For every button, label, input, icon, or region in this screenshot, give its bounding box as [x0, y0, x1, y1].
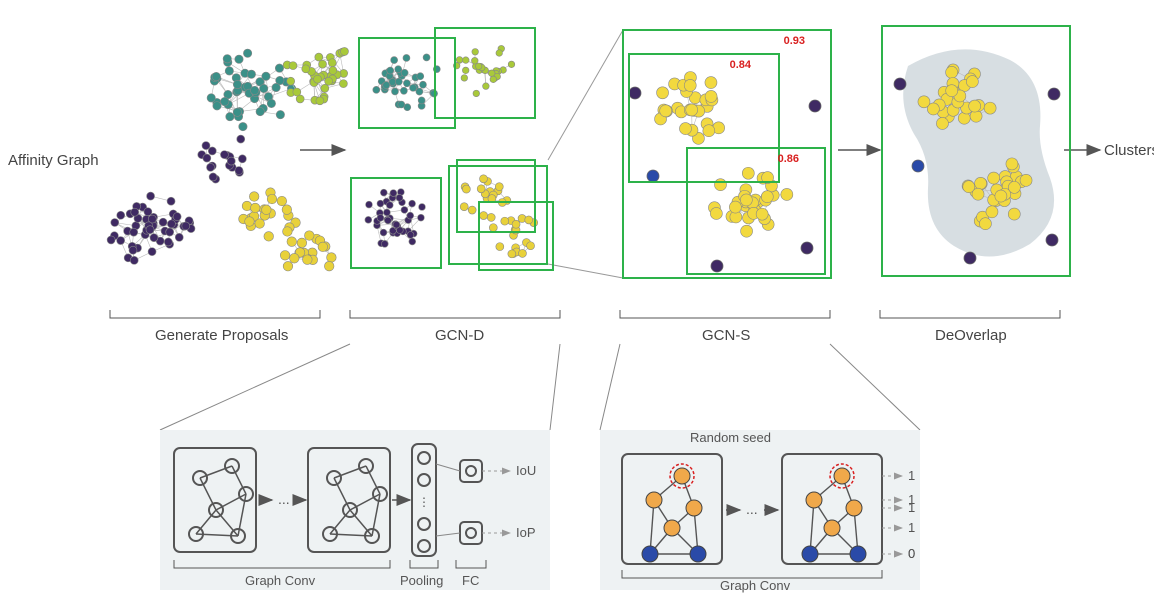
label-deov: DeOverlap: [935, 327, 1007, 344]
bracket-genprop: [110, 310, 320, 318]
svg-text:IoU: IoU: [516, 463, 536, 478]
svg-text:Random seed: Random seed: [690, 430, 771, 445]
svg-text:Pooling: Pooling: [400, 573, 443, 588]
zoom-line-top: [548, 30, 623, 160]
svg-text:1: 1: [908, 520, 915, 535]
svg-text:Graph Conv: Graph Conv: [720, 578, 791, 593]
proposals-vis: [351, 28, 553, 270]
trap-gcns: [600, 344, 920, 430]
svg-text:IoP: IoP: [516, 525, 536, 540]
svg-text:0.86: 0.86: [778, 153, 799, 165]
diagram-canvas: Affinity Graph Clusters Generate Proposa…: [0, 0, 1154, 603]
deoverlap-vis: [882, 26, 1070, 276]
svg-text:1: 1: [908, 500, 915, 515]
label-affinity: Affinity Graph: [8, 152, 99, 169]
affinity-graph-vis: [107, 47, 348, 271]
bracket-gcnd: [350, 310, 560, 318]
panel-gcnd: ... ⋮ IoU IoP Graph Conv Pooling FC: [160, 430, 550, 590]
panel-gcns: Random seed111100...Graph Conv: [600, 430, 920, 593]
svg-text:0: 0: [908, 546, 915, 561]
svg-text:...: ...: [746, 501, 758, 517]
svg-text:Graph Conv: Graph Conv: [245, 573, 316, 588]
svg-text:⋮: ⋮: [418, 495, 430, 509]
label-gcnd: GCN-D: [435, 327, 484, 344]
svg-text:...: ...: [278, 491, 290, 507]
scored-vis: 0.93 0.84 0.86: [623, 30, 831, 278]
bracket-gcns: [620, 310, 830, 318]
label-genprop: Generate Proposals: [155, 327, 288, 344]
zoom-line-bot: [548, 264, 623, 278]
svg-text:0.84: 0.84: [730, 59, 752, 71]
trap-gcnd: [160, 344, 560, 430]
bracket-deov: [880, 310, 1060, 318]
svg-text:0.93: 0.93: [784, 35, 805, 47]
svg-text:FC: FC: [462, 573, 479, 588]
label-gcns: GCN-S: [702, 327, 750, 344]
label-clusters: Clusters: [1104, 142, 1154, 159]
svg-text:1: 1: [908, 468, 915, 483]
